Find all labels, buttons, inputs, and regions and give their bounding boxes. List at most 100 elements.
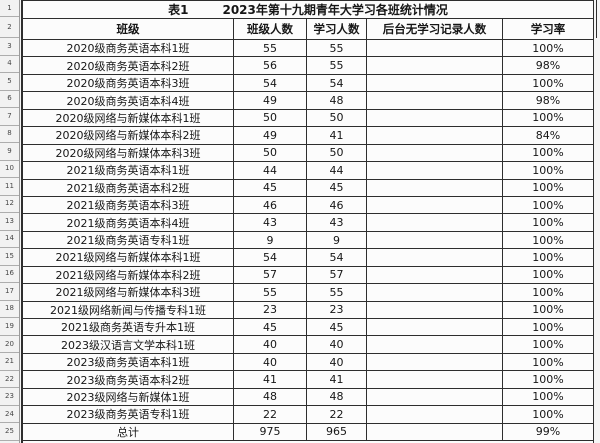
cell-class-name[interactable]: 2021级网络与新媒体本科3班: [23, 284, 234, 302]
cell-studied[interactable]: 55: [307, 40, 367, 58]
cell-studied[interactable]: 41: [307, 127, 367, 145]
cell-studied[interactable]: 43: [307, 214, 367, 232]
cell-studied[interactable]: 45: [307, 319, 367, 337]
cell-rate[interactable]: 100%: [503, 371, 593, 389]
cell-class-name[interactable]: 2023级商务英语本科2班: [23, 371, 234, 389]
row-number[interactable]: 17: [0, 283, 19, 301]
row-number[interactable]: 20: [0, 336, 19, 354]
cell-class-name[interactable]: 2021级网络新闻与传播专科1班: [23, 301, 234, 319]
cell-rate[interactable]: 100%: [503, 354, 593, 372]
cell-no-record[interactable]: [367, 231, 503, 250]
cell-studied[interactable]: 54: [307, 74, 367, 93]
row-number[interactable]: 7: [0, 108, 19, 126]
cell-class-size[interactable]: 49: [234, 92, 307, 110]
cell-class-size[interactable]: 41: [234, 371, 307, 389]
header-studied[interactable]: 学习人数: [307, 19, 367, 40]
cell-rate[interactable]: 98%: [503, 92, 593, 110]
cell-no-record[interactable]: [367, 196, 503, 215]
cell-rate[interactable]: 100%: [503, 336, 593, 354]
cell-class-size[interactable]: 975: [234, 423, 307, 442]
cell-class-name[interactable]: 2020级网络与新媒体本科3班: [23, 144, 234, 163]
cell-no-record[interactable]: [367, 301, 503, 319]
cell-rate[interactable]: 100%: [503, 302, 593, 319]
cell-class-size[interactable]: 54: [234, 249, 307, 267]
cell-studied[interactable]: 45: [307, 179, 367, 197]
row-number[interactable]: 13: [0, 213, 19, 231]
row-number[interactable]: 22: [0, 371, 19, 389]
row-number[interactable]: 10: [0, 161, 19, 179]
row-number[interactable]: 18: [0, 301, 19, 319]
cell-no-record[interactable]: [367, 336, 503, 354]
cell-rate[interactable]: 100%: [503, 197, 593, 215]
cell-studied[interactable]: 50: [307, 109, 367, 128]
cell-rate[interactable]: 100%: [503, 389, 593, 407]
row-number[interactable]: 6: [0, 91, 19, 109]
cell-no-record[interactable]: [367, 371, 503, 389]
cell-studied[interactable]: 48: [307, 388, 367, 407]
cell-studied[interactable]: 23: [307, 301, 367, 319]
cell-studied[interactable]: 48: [307, 92, 367, 110]
cell-class-name[interactable]: 2023级网络与新媒体1班: [23, 388, 234, 407]
cell-class-size[interactable]: 57: [234, 266, 307, 285]
cell-no-record[interactable]: [367, 319, 503, 337]
cell-rate[interactable]: 100%: [503, 319, 593, 337]
cell-studied[interactable]: 57: [307, 266, 367, 285]
cell-class-name[interactable]: 2020级商务英语本科1班: [23, 40, 234, 58]
cell-class-name[interactable]: 2020级商务英语本科2班: [23, 57, 234, 75]
header-class-size[interactable]: 班级人数: [234, 19, 307, 40]
cell-class-size[interactable]: 22: [234, 406, 307, 424]
cell-no-record[interactable]: [367, 179, 503, 197]
cell-studied[interactable]: 965: [307, 423, 367, 442]
row-number[interactable]: 12: [0, 196, 19, 214]
cell-class-name[interactable]: 2021级商务英语本科4班: [23, 214, 234, 232]
cell-studied[interactable]: 40: [307, 336, 367, 354]
cell-class-name[interactable]: 2021级网络与新媒体本科1班: [23, 249, 234, 267]
cell-rate[interactable]: 100%: [503, 267, 593, 285]
cell-class-name[interactable]: 2023级商务英语专科1班: [23, 406, 234, 424]
row-number[interactable]: 21: [0, 353, 19, 371]
cell-rate[interactable]: 100%: [503, 232, 593, 250]
cell-class-size[interactable]: 49: [234, 127, 307, 145]
row-number[interactable]: 14: [0, 231, 19, 249]
cell-studied[interactable]: 46: [307, 196, 367, 215]
cell-class-size[interactable]: 40: [234, 336, 307, 354]
cell-rate[interactable]: 84%: [503, 127, 593, 145]
row-number[interactable]: 15: [0, 248, 19, 266]
cell-studied[interactable]: 55: [307, 57, 367, 75]
cell-studied[interactable]: 44: [307, 162, 367, 180]
cell-studied[interactable]: 22: [307, 406, 367, 424]
row-number[interactable]: 9: [0, 143, 19, 161]
cell-class-name[interactable]: 2021级商务英语专升本1班: [23, 319, 234, 337]
cell-no-record[interactable]: [367, 162, 503, 180]
cell-rate[interactable]: 100%: [503, 406, 593, 424]
cell-no-record[interactable]: [367, 74, 503, 93]
cell-studied[interactable]: 50: [307, 144, 367, 163]
cell-class-name[interactable]: 2020级商务英语本科3班: [23, 74, 234, 93]
cell-no-record[interactable]: [367, 40, 503, 58]
cell-no-record[interactable]: [367, 266, 503, 285]
row-number[interactable]: 2: [0, 17, 19, 38]
table-title-row[interactable]: 表1 2023年第十九期青年大学习各班统计情况: [23, 1, 593, 19]
cell-rate[interactable]: 100%: [503, 162, 593, 180]
row-number[interactable]: 24: [0, 406, 19, 424]
row-number[interactable]: 25: [0, 423, 19, 441]
cell-rate[interactable]: 100%: [503, 145, 593, 163]
cell-no-record[interactable]: [367, 144, 503, 163]
cell-class-name[interactable]: 2020级网络与新媒体本科2班: [23, 127, 234, 145]
header-no-record[interactable]: 后台无学习记录人数: [367, 19, 503, 40]
cell-class-size[interactable]: 46: [234, 196, 307, 215]
cell-no-record[interactable]: [367, 214, 503, 232]
cell-no-record[interactable]: [367, 284, 503, 302]
cell-rate[interactable]: 100%: [503, 214, 593, 232]
cell-no-record[interactable]: [367, 353, 503, 372]
cell-class-size[interactable]: 23: [234, 301, 307, 319]
cell-rate[interactable]: 100%: [503, 110, 593, 128]
cell-class-size[interactable]: 43: [234, 214, 307, 232]
row-number[interactable]: 19: [0, 318, 19, 336]
cell-no-record[interactable]: [367, 109, 503, 128]
cell-studied[interactable]: 9: [307, 231, 367, 250]
header-rate[interactable]: 学习率: [503, 19, 593, 40]
cell-studied[interactable]: 40: [307, 353, 367, 372]
cell-class-name[interactable]: 2021级商务英语专科1班: [23, 231, 234, 250]
cell-rate[interactable]: 100%: [503, 180, 593, 197]
